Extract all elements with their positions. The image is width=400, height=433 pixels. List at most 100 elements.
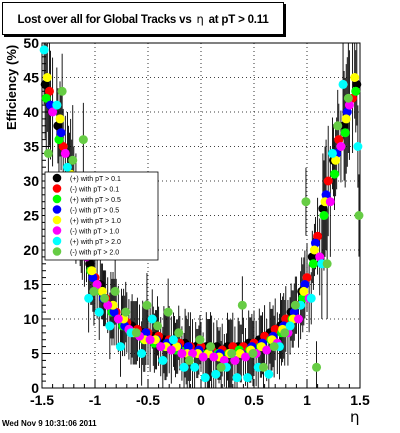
y-tick-label: 20	[23, 242, 39, 258]
data-point	[68, 155, 78, 165]
y-tick-label: 5	[31, 346, 39, 362]
data-point	[336, 142, 346, 151]
data-point	[57, 86, 67, 96]
data-point	[58, 142, 68, 151]
data-point	[109, 307, 119, 317]
data-point	[243, 373, 253, 383]
legend-label: (+) with pT > 0.1	[70, 176, 121, 183]
data-point	[168, 335, 178, 345]
data-point	[338, 79, 348, 89]
x-tick-label: -1	[89, 392, 102, 408]
data-point	[48, 107, 58, 117]
y-tick-label: 15	[23, 277, 39, 293]
data-point	[40, 79, 50, 89]
data-point	[153, 321, 163, 331]
data-point	[43, 148, 53, 158]
data-point	[237, 300, 247, 310]
data-point	[294, 314, 304, 324]
data-point	[131, 328, 141, 338]
data-point	[353, 142, 363, 151]
data-point	[183, 342, 193, 352]
data-point	[227, 349, 237, 358]
data-point	[209, 352, 219, 362]
data-point	[60, 148, 70, 158]
data-point	[343, 93, 353, 103]
data-point	[174, 328, 184, 338]
data-point	[325, 197, 335, 207]
data-point	[285, 321, 295, 331]
data-point	[110, 286, 120, 296]
data-point	[352, 79, 362, 89]
data-point	[315, 252, 325, 262]
data-point	[100, 293, 110, 303]
legend-label: (-) with pT > 0.5	[70, 208, 119, 215]
x-tick-label: 1	[303, 392, 311, 408]
chart-title-part-1: Lost over all for Global Tracks vs	[17, 13, 192, 26]
timestamp: Wed Nov 9 10:31:06 2011	[2, 419, 97, 428]
data-point	[105, 321, 115, 331]
legend-marker	[52, 184, 62, 193]
data-point	[177, 349, 187, 358]
chart-title-box: Lost over all for Global Tracks vs η at …	[2, 2, 284, 35]
data-point	[341, 114, 351, 124]
x-tick-label: 1.5	[350, 392, 370, 408]
data-point	[219, 355, 229, 365]
legend-marker	[52, 173, 62, 183]
data-point	[44, 86, 54, 96]
chart-title-eta: η	[196, 11, 204, 26]
data-point	[264, 369, 274, 379]
data-point	[333, 121, 343, 131]
data-point	[321, 190, 331, 200]
data-point	[190, 362, 200, 372]
y-tick-label: 50	[23, 35, 39, 51]
data-point	[312, 362, 322, 372]
data-point	[301, 197, 311, 207]
legend-marker	[52, 226, 62, 235]
y-tick-label: 35	[23, 139, 39, 155]
data-point	[241, 352, 251, 362]
data-point	[289, 307, 299, 317]
data-point	[147, 314, 157, 324]
data-point	[85, 259, 95, 269]
data-point	[145, 335, 155, 345]
legend-label: (-) with pT > 0.1	[70, 187, 119, 194]
legend-marker	[52, 205, 62, 214]
chart-title: Lost over all for Global Tracks vs η at …	[17, 12, 268, 26]
data-point	[334, 135, 344, 145]
y-axis-label: Efficiency (%)	[4, 44, 19, 130]
data-point	[200, 373, 210, 383]
data-point	[206, 342, 216, 352]
data-point	[158, 355, 168, 365]
data-point	[323, 176, 333, 186]
data-point	[54, 135, 64, 145]
data-point	[300, 280, 310, 289]
legend-label: (-) with pT > 1.0	[70, 229, 119, 236]
data-point	[78, 135, 88, 145]
data-point	[115, 342, 125, 352]
data-point	[331, 155, 341, 165]
data-point	[269, 342, 279, 352]
legend-label: (+) with pT > 1.0	[70, 218, 121, 225]
data-point	[306, 293, 316, 303]
data-point	[52, 100, 62, 110]
legend-box	[44, 171, 159, 261]
data-point	[232, 373, 242, 383]
data-point	[39, 45, 49, 55]
data-point	[280, 328, 290, 338]
data-point	[259, 362, 269, 372]
data-point	[55, 114, 65, 124]
data-point	[299, 286, 309, 296]
legend-label: (+) with pT > 2.0	[70, 239, 121, 246]
data-point	[262, 345, 272, 355]
data-point	[351, 86, 361, 96]
data-point	[88, 273, 98, 283]
data-point	[350, 73, 360, 82]
data-point	[310, 238, 320, 248]
data-point	[340, 128, 350, 138]
data-point	[319, 211, 329, 220]
data-point	[198, 352, 208, 362]
data-point	[113, 314, 123, 324]
data-point	[216, 362, 226, 372]
data-point	[327, 148, 337, 158]
data-point	[53, 121, 63, 131]
